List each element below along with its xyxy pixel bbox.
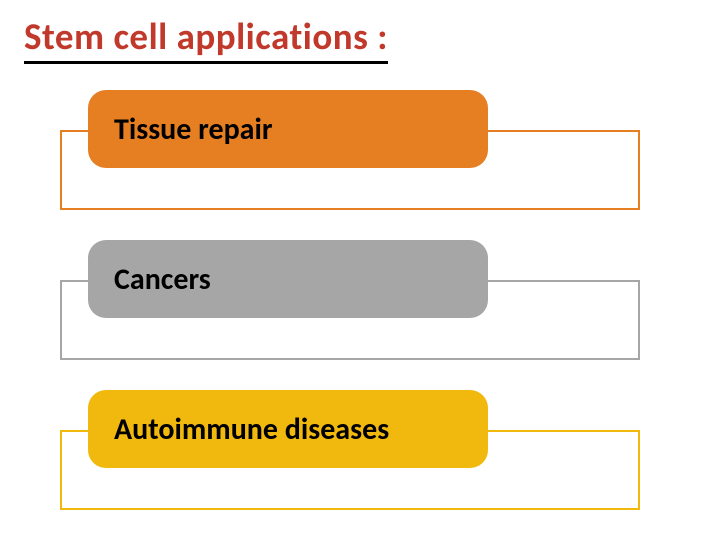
- item-group-1: Cancers: [60, 240, 640, 360]
- item-pill-2: Autoimmune diseases: [88, 390, 488, 468]
- item-pill-1: Cancers: [88, 240, 488, 318]
- item-group-0: Tissue repair: [60, 90, 640, 210]
- item-pill-0: Tissue repair: [88, 90, 488, 168]
- item-label-2: Autoimmune diseases: [114, 411, 389, 448]
- item-group-2: Autoimmune diseases: [60, 390, 640, 510]
- item-label-1: Cancers: [114, 261, 211, 298]
- slide-title: Stem cell applications :: [24, 14, 388, 64]
- item-label-0: Tissue repair: [114, 111, 273, 148]
